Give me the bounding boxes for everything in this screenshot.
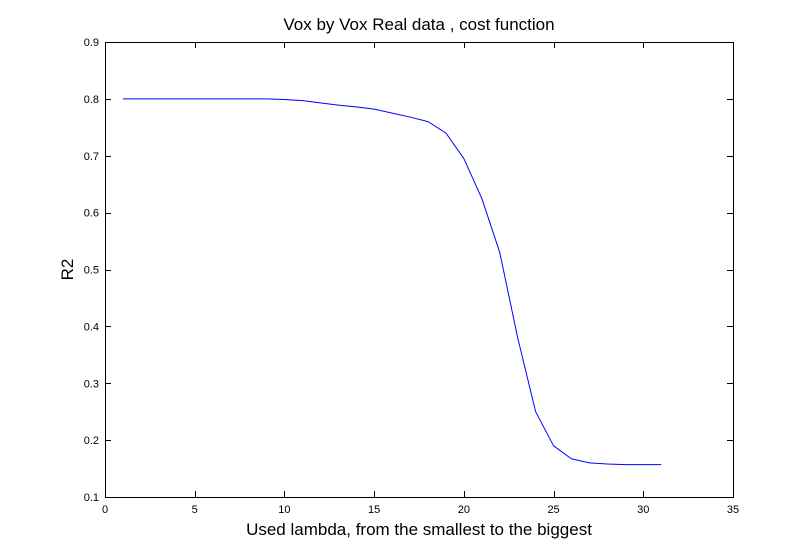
y-tick-label: 0.2 (84, 435, 99, 447)
ticks-layer: 0 5 10 15 20 25 30 35 0.1 0.2 0.3 0.4 0.5 0.6 0.7 0.8 0.… (84, 37, 739, 516)
y-tick-label: 0.7 (84, 151, 99, 163)
x-tick-label: 25 (547, 504, 559, 516)
x-tick-label: 5 (192, 504, 198, 516)
x-axis-label: Used lambda, from the smallest to the bi… (246, 520, 592, 539)
y-tick-label: 0.5 (84, 265, 99, 277)
plot-area-frame (105, 42, 734, 498)
series-line (122, 98, 662, 466)
y-tick-label: 0.6 (84, 208, 99, 220)
x-tick-label: 10 (278, 504, 290, 516)
x-tick-label: 35 (727, 504, 739, 516)
x-tick-label: 30 (637, 504, 649, 516)
chart-title: Vox by Vox Real data , cost function (283, 15, 554, 34)
x-tick-label: 15 (368, 504, 380, 516)
x-tick-label: 0 (102, 504, 108, 516)
series-layer (122, 98, 662, 466)
y-axis-label: R2 (58, 259, 77, 281)
y-tick-label: 0.3 (84, 378, 99, 390)
y-tick-label: 0.4 (84, 321, 99, 333)
y-tick-label: 0.9 (84, 37, 99, 49)
x-tick-label: 20 (458, 504, 470, 516)
y-tick-label: 0.1 (84, 492, 99, 504)
y-tick-label: 0.8 (84, 94, 99, 106)
